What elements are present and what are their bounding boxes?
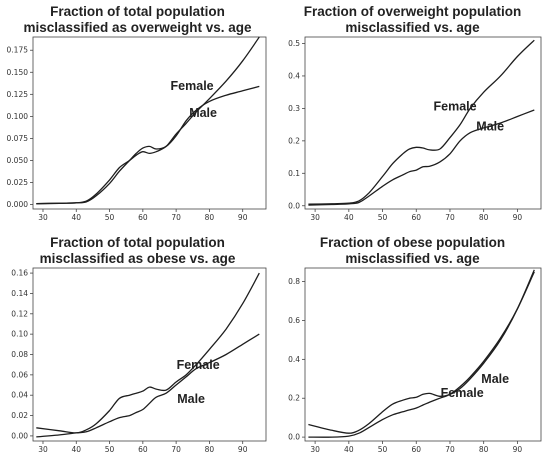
- x-tick-label: 70: [171, 445, 181, 454]
- x-tick-label: 90: [238, 213, 248, 222]
- x-tick-label: 80: [205, 213, 215, 222]
- chart-plot: 30 40 50 60 70 80 90 0.00 0.02 0.04 0.06 0.08 0.10 0.…: [11, 267, 267, 454]
- y-tick-label: 0.050: [7, 156, 29, 165]
- series-line-male: [36, 85, 260, 205]
- y-tick-label: 0.04: [11, 391, 28, 400]
- x-tick-label: 40: [71, 213, 81, 222]
- x-tick-label: 80: [205, 445, 215, 454]
- series-line-female: [308, 269, 535, 434]
- chart-title-line-1: Fraction of obese population: [319, 235, 506, 250]
- x-tick-label: 60: [411, 213, 421, 222]
- y-tick-label: 0.8: [288, 277, 300, 286]
- y-tick-label: 0.175: [7, 46, 29, 55]
- series-label-male: Male: [476, 120, 504, 134]
- plot-frame: [304, 36, 542, 210]
- x-tick-label: 80: [479, 213, 489, 222]
- chart-title: Fraction of obese population misclassifi…: [275, 235, 550, 267]
- x-tick-label: 30: [310, 213, 320, 222]
- series-label-male: Male: [177, 392, 205, 406]
- plot-frame: [32, 267, 267, 442]
- series-label-male: Male: [189, 106, 217, 120]
- y-tick-label: 0.06: [11, 370, 28, 379]
- x-tick-label: 70: [171, 213, 181, 222]
- x-tick-label: 40: [71, 445, 81, 454]
- chart-title: Fraction of overweight population miscla…: [275, 4, 550, 36]
- x-tick-label: 30: [38, 445, 48, 454]
- x-tick-label: 30: [310, 445, 320, 454]
- series-line-male: [308, 109, 535, 206]
- x-tick-label: 60: [138, 445, 148, 454]
- chart-plot: 30 40 50 60 70 80 90 0.000 0.025 0.050 0.075 0.100 0…: [7, 36, 267, 222]
- x-tick-label: 80: [479, 445, 489, 454]
- x-tick-label: 60: [138, 213, 148, 222]
- y-tick-label: 0.075: [7, 134, 29, 143]
- series-line-female: [36, 272, 260, 434]
- x-tick-label: 50: [378, 445, 388, 454]
- series-label-male: Male: [481, 372, 509, 386]
- y-tick-label: 0.150: [7, 68, 29, 77]
- y-tick-label: 0.1: [288, 169, 300, 178]
- chart-title-line-2: misclassified as obese vs. age: [39, 251, 236, 266]
- x-tick-label: 30: [38, 213, 48, 222]
- y-tick-label: 0.12: [11, 309, 28, 318]
- series-line-female: [36, 36, 260, 205]
- y-tick-label: 0.2: [288, 136, 300, 145]
- series-label-female: Female: [441, 386, 484, 400]
- x-tick-label: 60: [411, 445, 421, 454]
- y-tick-label: 0.14: [11, 289, 28, 298]
- x-tick-label: 40: [344, 213, 354, 222]
- series-label-female: Female: [171, 79, 214, 93]
- plot-frame: [32, 36, 267, 210]
- chart-title-line-1: Fraction of total population: [50, 4, 225, 19]
- chart-plot: 30 40 50 60 70 80 90 0.0 0.1 0.2 0.3 0.4 0.5 Female Ma…: [288, 36, 542, 222]
- y-tick-label: 0.4: [288, 71, 300, 80]
- y-tick-label: 0.0: [288, 433, 300, 442]
- chart-title: Fraction of total population misclassifi…: [0, 235, 275, 267]
- x-tick-label: 90: [513, 213, 523, 222]
- chart-title-line-2: misclassified vs. age: [345, 251, 480, 266]
- x-tick-label: 70: [445, 445, 455, 454]
- x-tick-label: 50: [105, 213, 115, 222]
- x-tick-label: 90: [238, 445, 248, 454]
- x-tick-label: 50: [105, 445, 115, 454]
- series-line-male: [308, 271, 535, 438]
- chart-panel-1: Fraction of overweight population miscla…: [275, 0, 550, 230]
- y-tick-label: 0.16: [11, 269, 28, 278]
- y-tick-label: 0.025: [7, 178, 29, 187]
- chart-title: Fraction of total population misclassifi…: [0, 4, 275, 36]
- y-tick-label: 0.100: [7, 112, 29, 121]
- plot-frame: [304, 267, 542, 442]
- y-tick-label: 0.5: [288, 39, 300, 48]
- x-tick-label: 40: [344, 445, 354, 454]
- y-tick-label: 0.00: [11, 431, 28, 440]
- y-tick-label: 0.125: [7, 90, 29, 99]
- y-tick-label: 0.0: [288, 201, 300, 210]
- x-tick-label: 70: [445, 213, 455, 222]
- chart-panel-2: Fraction of total population misclassifi…: [0, 231, 275, 461]
- chart-panel-0: Fraction of total population misclassifi…: [0, 0, 275, 230]
- chart-title-line-2: misclassified as overweight vs. age: [23, 20, 252, 35]
- chart-title-line-2: misclassified vs. age: [345, 20, 480, 35]
- series-line-female: [308, 39, 535, 205]
- y-tick-label: 0.000: [7, 200, 29, 209]
- x-tick-label: 50: [378, 213, 388, 222]
- y-tick-label: 0.2: [288, 394, 300, 403]
- y-tick-label: 0.08: [11, 350, 28, 359]
- chart-title-line-1: Fraction of total population: [50, 235, 225, 250]
- chart-panel-3: Fraction of obese population misclassifi…: [275, 231, 550, 461]
- series-label-female: Female: [177, 358, 220, 372]
- chart-title-line-1: Fraction of overweight population: [303, 4, 522, 19]
- x-tick-label: 90: [513, 445, 523, 454]
- y-tick-label: 0.4: [288, 355, 300, 364]
- y-tick-label: 0.6: [288, 316, 300, 325]
- y-tick-label: 0.10: [11, 330, 28, 339]
- y-tick-label: 0.3: [288, 104, 300, 113]
- series-line-male: [36, 333, 260, 438]
- y-tick-label: 0.02: [11, 411, 28, 420]
- series-label-female: Female: [434, 100, 477, 114]
